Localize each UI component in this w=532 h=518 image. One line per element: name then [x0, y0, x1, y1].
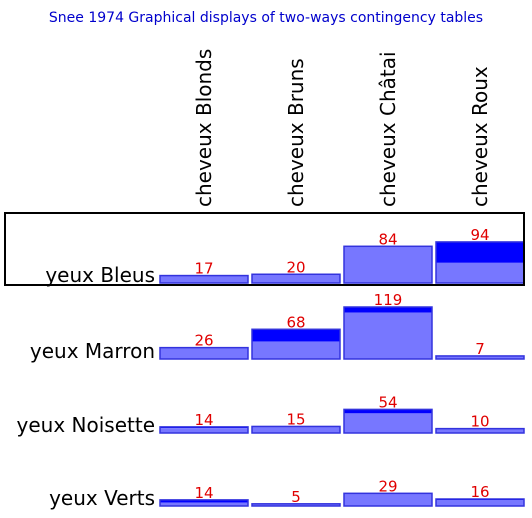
bar-yeux-verts-cheveux-bruns [252, 503, 340, 506]
chart-title: Snee 1974 Graphical displays of two-ways… [48, 10, 484, 26]
bar-excess-yeux-verts-cheveux-blonds [160, 499, 248, 503]
bar-outline-yeux-bleus-cheveux-blonds [159, 274, 249, 284]
bar-excess-yeux-marron-cheveux-chatai [344, 307, 432, 313]
value-label-yeux-noisette-cheveux-blonds: 14 [194, 411, 213, 429]
bar-excess-yeux-bleus-cheveux-roux [436, 241, 524, 263]
bar-outline-yeux-bleus-cheveux-bruns [251, 273, 341, 284]
column-label-cheveux-bruns: cheveux Bruns [284, 58, 308, 207]
value-label-yeux-noisette-cheveux-chatai: 54 [378, 393, 397, 411]
bar-excess-yeux-marron-cheveux-bruns [252, 329, 340, 342]
bar-outline-yeux-verts-cheveux-blonds [159, 499, 249, 507]
column-label-cheveux-blonds: cheveux Blonds [192, 49, 216, 207]
bar-yeux-noisette-cheveux-blonds [160, 428, 248, 433]
bar-outline-yeux-marron-cheveux-roux [435, 355, 525, 360]
bar-outline-yeux-noisette-cheveux-bruns [251, 425, 341, 434]
bar-yeux-marron-cheveux-blonds [160, 347, 248, 359]
value-label-yeux-bleus-cheveux-chatai: 84 [378, 230, 397, 248]
bar-yeux-verts-cheveux-blonds [160, 502, 248, 506]
value-label-yeux-bleus-cheveux-blonds: 17 [194, 260, 213, 278]
row-label-yeux-bleus: yeux Bleus [45, 263, 155, 287]
column-label-cheveux-roux: cheveux Roux [468, 66, 492, 207]
value-label-yeux-noisette-cheveux-bruns: 15 [286, 410, 305, 428]
value-label-yeux-verts-cheveux-bruns: 5 [291, 488, 301, 506]
bar-outline-yeux-marron-cheveux-blonds [159, 346, 249, 360]
bar-yeux-verts-cheveux-roux [436, 500, 524, 506]
row-label-yeux-noisette: yeux Noisette [17, 413, 155, 437]
bar-yeux-bleus-cheveux-blonds [160, 275, 248, 283]
bar-yeux-marron-cheveux-chatai [344, 312, 432, 359]
column-label-cheveux-chatai: cheveux Châtai [376, 51, 400, 207]
bar-outline-yeux-marron-cheveux-chatai [343, 306, 433, 360]
bar-yeux-bleus-cheveux-chatai [344, 246, 432, 283]
bar-yeux-marron-cheveux-bruns [252, 341, 340, 359]
value-label-yeux-marron-cheveux-chatai: 119 [374, 291, 403, 309]
bar-outline-yeux-noisette-cheveux-blonds [159, 426, 249, 434]
value-label-yeux-marron-cheveux-roux: 7 [475, 340, 485, 358]
value-label-yeux-noisette-cheveux-roux: 10 [470, 413, 489, 431]
value-label-yeux-bleus-cheveux-roux: 94 [470, 226, 489, 244]
row-label-yeux-marron: yeux Marron [30, 339, 155, 363]
bar-yeux-noisette-cheveux-roux [436, 428, 524, 433]
bar-outline-yeux-bleus-cheveux-chatai [343, 245, 433, 284]
bar-yeux-noisette-cheveux-bruns [252, 426, 340, 433]
bar-outline-yeux-verts-cheveux-chatai [343, 492, 433, 507]
bar-outline-yeux-verts-cheveux-bruns [251, 503, 341, 507]
value-label-yeux-marron-cheveux-blonds: 26 [194, 332, 213, 350]
bar-outline-yeux-verts-cheveux-roux [435, 498, 525, 507]
highlight-box-yeux-bleus [4, 212, 525, 286]
value-label-yeux-marron-cheveux-bruns: 68 [286, 313, 305, 331]
value-label-yeux-bleus-cheveux-bruns: 20 [286, 258, 305, 276]
value-label-yeux-verts-cheveux-blonds: 14 [194, 484, 213, 502]
value-label-yeux-verts-cheveux-roux: 16 [470, 483, 489, 501]
bar-outline-yeux-noisette-cheveux-chatai [343, 408, 433, 434]
row-label-yeux-verts: yeux Verts [49, 486, 155, 510]
bar-yeux-noisette-cheveux-chatai [344, 413, 432, 433]
bar-yeux-marron-cheveux-roux [436, 355, 524, 359]
bar-yeux-bleus-cheveux-roux [436, 262, 524, 283]
value-label-yeux-verts-cheveux-chatai: 29 [378, 477, 397, 495]
bar-outline-yeux-noisette-cheveux-roux [435, 427, 525, 434]
bar-excess-yeux-noisette-cheveux-chatai [344, 409, 432, 414]
bar-yeux-verts-cheveux-chatai [344, 493, 432, 506]
bar-outline-yeux-marron-cheveux-bruns [251, 328, 341, 360]
bar-yeux-bleus-cheveux-bruns [252, 274, 340, 283]
